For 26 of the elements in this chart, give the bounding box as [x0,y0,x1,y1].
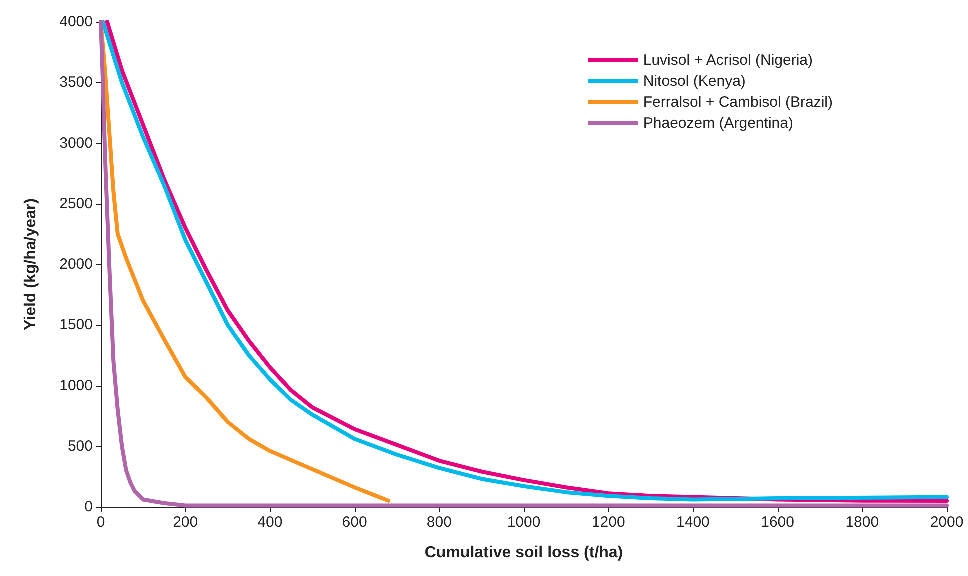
x-tick-label: 200 [173,514,198,531]
x-tick-label: 1800 [846,514,880,531]
x-axis-title: Cumulative soil loss (t/ha) [424,544,624,562]
x-tick-label: 1200 [592,514,626,531]
y-axis-title: Yield (kg/ha/year) [22,198,40,330]
x-tick-label: 2000 [930,514,964,531]
x-tick-label: 600 [342,514,368,531]
y-tick-label: 3000 [60,134,93,152]
y-tick-label: 2000 [60,256,93,273]
y-tick-label: 0 [84,498,93,516]
legend-label: Luvisol + Acrisol (Nigeria) [643,52,814,69]
x-tick-label: 1000 [507,514,541,531]
y-tick-label: 500 [68,438,93,455]
x-tick-label: 800 [426,514,452,531]
y-tick-label: 3500 [60,74,93,92]
y-tick-label: 1000 [60,377,93,394]
x-tick-label: 1400 [676,514,710,531]
x-tick-label: 400 [258,514,283,531]
legend-label: Ferralsol + Cambisol (Brazil) [643,94,834,111]
y-tick-label: 4000 [60,14,93,30]
x-tick-label: 0 [96,514,106,531]
y-tick-label: 2500 [60,195,93,212]
legend-label: Phaeozem (Argentina) [643,115,794,132]
y-tick-label: 1500 [60,316,93,334]
legend-label: Nitosol (Kenya) [643,73,746,90]
x-tick-label: 1600 [761,514,794,531]
